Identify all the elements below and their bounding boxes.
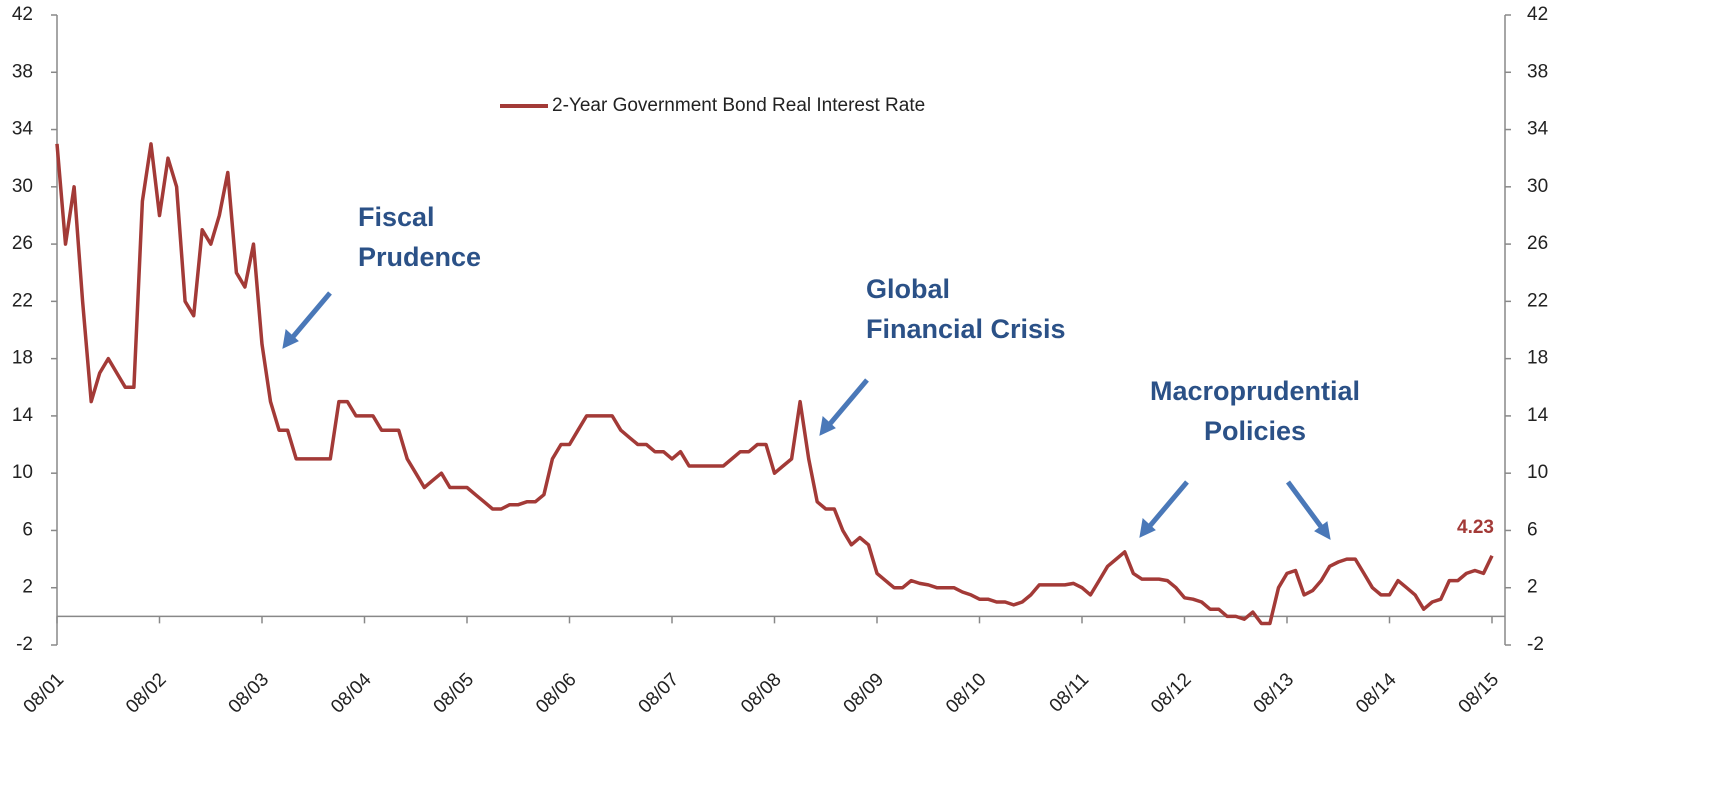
x-tick-label: 08/10 (942, 669, 990, 717)
x-tick-label: 08/02 (122, 669, 170, 717)
x-tick-label: 08/13 (1250, 669, 1298, 717)
arrowhead (819, 416, 836, 436)
y2-tick-label: 34 (1527, 119, 1549, 140)
y2-tick-label: 38 (1527, 61, 1548, 82)
arrowhead (1314, 521, 1331, 540)
y-tick-label: 38 (12, 61, 33, 82)
arrow (827, 378, 869, 427)
arrow (290, 291, 332, 340)
annotation: Fiscal (358, 202, 435, 232)
arrows (282, 291, 1331, 540)
x-tick-label: 08/08 (737, 669, 785, 717)
arrow (1147, 480, 1189, 529)
value-label: 4.23 (1457, 517, 1494, 538)
x-tick-label: 08/11 (1046, 669, 1093, 716)
y2-tick-label: 6 (1527, 519, 1538, 540)
legend-label: 2-Year Government Bond Real Interest Rat… (552, 95, 925, 116)
y2-tick-label: 10 (1527, 462, 1548, 483)
y2-tick-label: 14 (1527, 405, 1549, 426)
y-tick-label: 34 (12, 119, 34, 140)
arrowhead (282, 329, 299, 349)
arrowhead (1139, 518, 1156, 538)
annotation: Policies (1204, 416, 1306, 446)
x-tick-label: 08/01 (20, 669, 68, 717)
y-tick-label: 22 (12, 290, 33, 311)
annotation: Prudence (358, 242, 481, 272)
y2-tick-label: 22 (1527, 290, 1548, 311)
annotation: Macroprudential (1150, 376, 1360, 406)
x-tick-label: 08/12 (1147, 669, 1195, 717)
x-tick-label: 08/06 (532, 669, 580, 717)
y-tick-label: -2 (16, 634, 33, 655)
x-tick-label: 08/05 (430, 669, 478, 717)
x-tick-label: 08/03 (225, 669, 273, 717)
y2-tick-label: 18 (1527, 348, 1548, 369)
x-tick-label: 08/14 (1352, 669, 1401, 718)
y-tick-label: 6 (22, 519, 33, 540)
y2-tick-label: 30 (1527, 176, 1548, 197)
x-tick-label: 08/04 (327, 669, 376, 718)
x-tick-label: 08/15 (1455, 669, 1503, 717)
y2-tick-label: 2 (1527, 577, 1538, 598)
y2-tick-label: 26 (1527, 233, 1548, 254)
y-tick-label: 26 (12, 233, 33, 254)
y2-tick-label: 42 (1527, 4, 1548, 25)
x-tick-label: 08/07 (635, 669, 683, 717)
annotation: Global (866, 274, 950, 304)
annotation: Financial Crisis (866, 314, 1066, 344)
y2-tick-label: -2 (1527, 634, 1544, 655)
y-tick-label: 14 (12, 405, 34, 426)
x-tick-label: 08/09 (840, 669, 888, 717)
arrow (1285, 480, 1325, 530)
y-tick-label: 18 (12, 348, 33, 369)
y-tick-label: 30 (12, 176, 33, 197)
data-line (55, 142, 1494, 626)
y-tick-label: 2 (22, 577, 33, 598)
y-tick-label: 10 (12, 462, 33, 483)
y-tick-label: 42 (12, 4, 33, 25)
